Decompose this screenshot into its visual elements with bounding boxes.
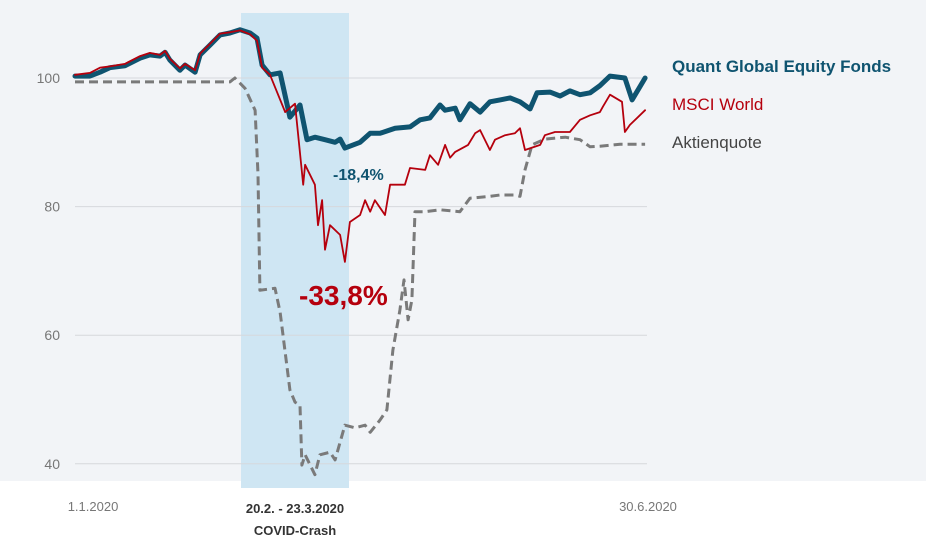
series-line-aktienquote [75, 76, 646, 477]
legend-aktienquote: Aktienquote [672, 133, 762, 152]
legend-msci: MSCI World [672, 95, 764, 114]
chart-background [0, 0, 926, 481]
y-axis-ticks: 100 80 60 40 [37, 70, 61, 472]
x-tick-start: 1.1.2020 [67, 499, 119, 514]
covid-crash-highlight [241, 13, 349, 488]
series-line-quant-global-equity-fonds [72, 27, 648, 151]
legend-fund: Quant Global Equity Fonds [672, 57, 892, 76]
y-tick-100: 100 [37, 70, 61, 86]
crash-date-range: 20.2. - 23.3.2020 [245, 501, 345, 516]
fund-drawdown-label: -18,4% [333, 167, 384, 184]
series-lines [72, 27, 648, 477]
gridlines [75, 77, 647, 465]
series-line-msci-world [74, 29, 646, 263]
msci-drawdown-label: -33,8% [299, 280, 388, 311]
y-tick-40: 40 [44, 456, 60, 472]
y-tick-60: 60 [44, 327, 60, 343]
y-tick-80: 80 [44, 199, 60, 215]
covid-crash-label: 20.2. - 23.3.2020 COVID-Crash [246, 498, 344, 542]
x-tick-end: 30.6.2020 [619, 499, 677, 514]
crash-title: COVID-Crash [253, 523, 337, 538]
